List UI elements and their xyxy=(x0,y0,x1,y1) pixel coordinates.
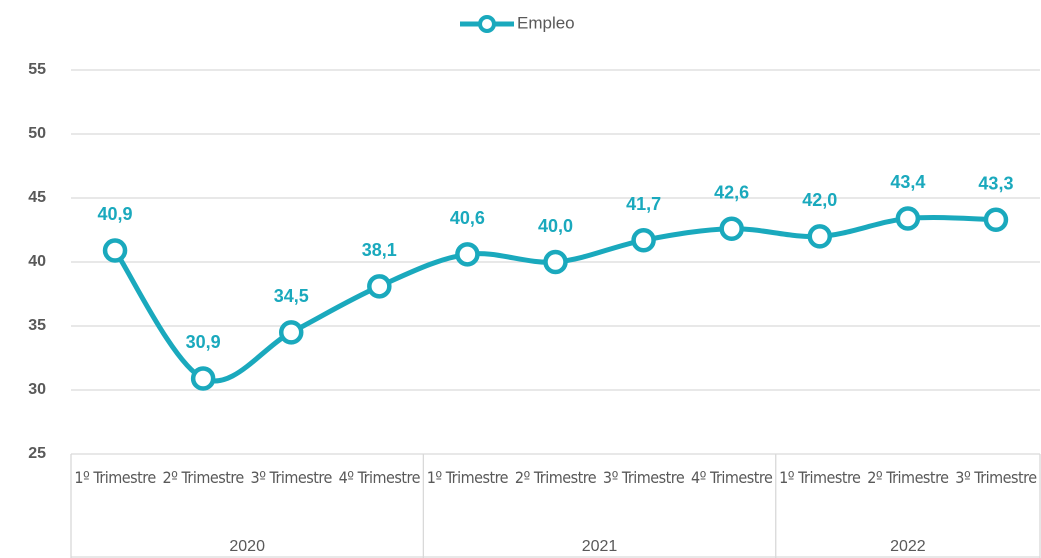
x-tick-label: 2º Trimestre xyxy=(867,468,949,487)
x-tick-label-box: 1º Trimestre xyxy=(426,468,509,487)
y-tick-label: 50 xyxy=(28,125,46,142)
x-tick-label: 1º Trimestre xyxy=(426,468,509,487)
data-label: 41,7 xyxy=(626,194,661,214)
legend-marker xyxy=(478,15,496,33)
x-tick-label-box: 2º Trimestre xyxy=(162,468,244,487)
group-label: 2020 xyxy=(229,538,265,555)
data-label: 43,3 xyxy=(978,174,1013,194)
x-tick-label-box: 4º Trimestre xyxy=(338,468,421,487)
data-point xyxy=(807,224,833,249)
x-tick-label: 1º Trimestre xyxy=(74,468,156,487)
x-tick-label-box: 3º Trimestre xyxy=(955,468,1037,487)
data-point xyxy=(719,216,744,241)
x-tick-label: 4º Trimestre xyxy=(338,468,421,487)
x-tick-label: 2º Trimestre xyxy=(514,468,597,487)
x-tick-label: 3º Trimestre xyxy=(955,468,1037,487)
x-tick-label-box: 2º Trimestre xyxy=(514,468,597,487)
data-point xyxy=(895,206,921,231)
x-tick-label-box: 3º Trimestre xyxy=(602,468,685,487)
x-tick-label-box: 1º Trimestre xyxy=(779,468,861,487)
data-label: 34,5 xyxy=(274,286,309,306)
data-point xyxy=(367,274,392,299)
data-label: 30,9 xyxy=(186,332,221,352)
data-label: 40,9 xyxy=(98,204,133,224)
x-tick-label-box: 3º Trimestre xyxy=(250,468,333,487)
y-tick-label: 30 xyxy=(28,381,46,398)
data-label: 42,6 xyxy=(714,182,749,202)
data-point xyxy=(102,238,128,263)
y-tick-label: 25 xyxy=(28,445,46,462)
data-point xyxy=(543,249,568,275)
data-point xyxy=(455,242,480,267)
x-tick-label: 2º Trimestre xyxy=(162,468,244,487)
x-tick-label-box: 2º Trimestre xyxy=(867,468,949,487)
data-point xyxy=(190,366,216,391)
data-label: 40,0 xyxy=(538,216,573,236)
group-label: 2021 xyxy=(582,538,618,555)
data-label: 40,6 xyxy=(450,208,485,228)
data-label: 42,0 xyxy=(802,190,837,210)
series-line xyxy=(112,214,996,384)
data-point xyxy=(983,207,1009,233)
x-tick-label: 4º Trimestre xyxy=(691,468,773,487)
legend-label: Empleo xyxy=(517,13,575,32)
y-tick-label: 35 xyxy=(28,317,46,334)
y-tick-label: 40 xyxy=(28,253,46,270)
data-point xyxy=(278,320,304,345)
x-tick-label: 1º Trimestre xyxy=(779,468,861,487)
x-tick-label-box: 1º Trimestre xyxy=(74,468,156,487)
y-tick-label: 55 xyxy=(28,61,46,78)
x-tick-label: 3º Trimestre xyxy=(250,468,333,487)
group-label: 2022 xyxy=(890,538,926,555)
x-tick-label: 3º Trimestre xyxy=(602,468,685,487)
data-label: 43,4 xyxy=(890,172,925,192)
x-tick-label-box: 4º Trimestre xyxy=(691,468,773,487)
data-point xyxy=(631,227,656,253)
y-tick-label: 45 xyxy=(28,189,46,206)
data-label: 38,1 xyxy=(362,240,397,260)
